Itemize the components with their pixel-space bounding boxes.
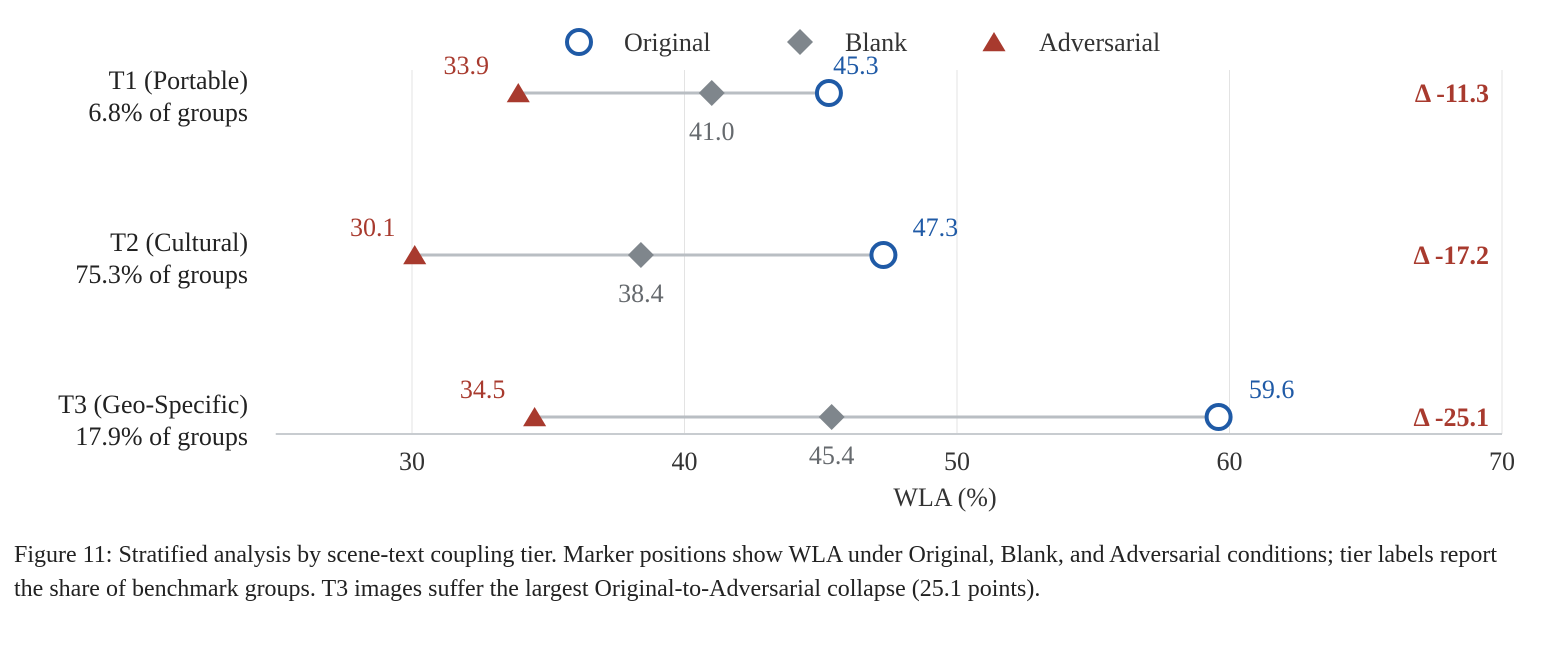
x-axis-label: WLA (%) [893,483,996,512]
original-marker [869,241,898,269]
blank-marker [818,404,845,430]
x-tick-label: 30 [399,447,425,476]
dumbbell-chart: 30 40 50 60 70 WLA (%) Original Blank Adversaria… [58,28,1515,512]
blank-value-label: 45.4 [809,441,855,470]
delta-label: Δ -25.1 [1413,403,1489,432]
x-tick-label: 50 [944,447,970,476]
legend-original-marker [565,28,593,56]
legend-adversarial-marker [982,32,1006,52]
adversarial-marker [403,245,427,265]
original-value-label: 45.3 [833,51,879,80]
adversarial-marker [506,83,530,103]
original-marker [1204,403,1233,431]
x-tick-label: 40 [672,447,698,476]
x-tick-label: 60 [1217,447,1243,476]
tier-label: T3 (Geo-Specific) [58,390,248,419]
blank-marker [627,242,654,268]
blank-marker [698,80,725,106]
adversarial-marker [523,407,547,427]
original-marker [814,79,843,107]
delta-label: Δ -17.2 [1413,241,1489,270]
tier-share: 6.8% of groups [88,98,248,127]
adversarial-value-label: 33.9 [444,51,490,80]
legend-label: Blank [845,28,907,57]
legend-blank-marker [787,29,813,55]
x-tick-label: 70 [1489,447,1515,476]
delta-label: Δ -11.3 [1415,79,1489,108]
tier-share: 75.3% of groups [75,260,248,289]
adversarial-value-label: 30.1 [350,213,396,242]
adversarial-value-label: 34.5 [460,375,506,404]
original-value-label: 47.3 [913,213,959,242]
original-value-label: 59.6 [1249,375,1295,404]
legend-label: Original [624,28,711,57]
tier-share: 17.9% of groups [75,422,248,451]
legend-label: Adversarial [1039,28,1160,57]
blank-value-label: 38.4 [618,279,664,308]
blank-value-label: 41.0 [689,117,735,146]
figure-caption: Figure 11: Stratified analysis by scene-… [14,542,1498,602]
tier-label: T2 (Cultural) [110,228,248,257]
tier-label: T1 (Portable) [109,66,248,95]
